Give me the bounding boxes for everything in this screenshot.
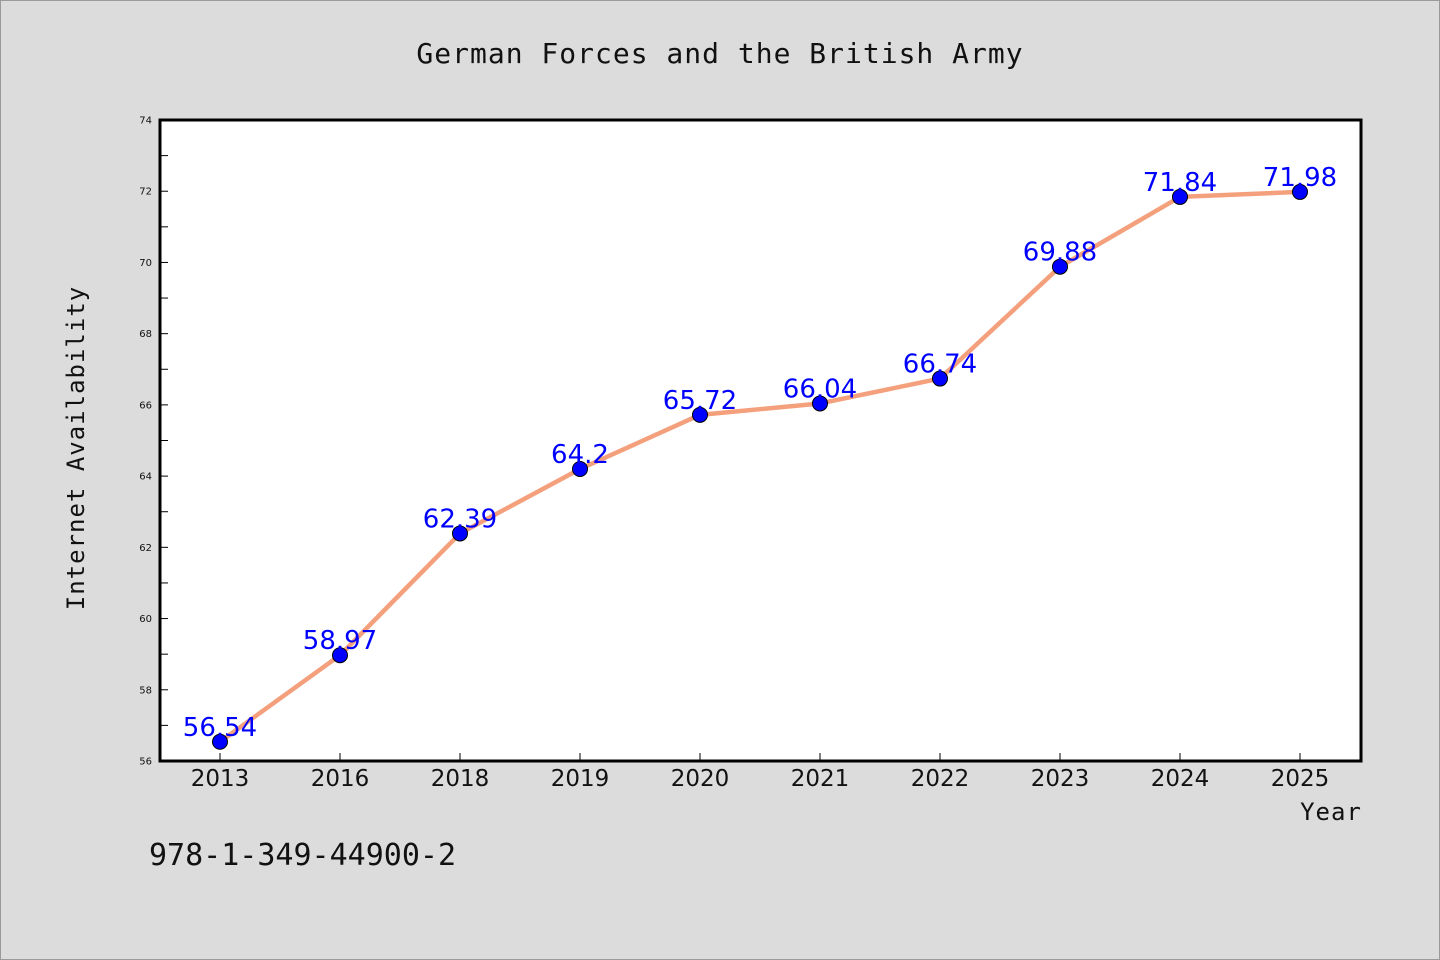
x-tick-label: 2021 [791,766,850,792]
data-label: 62.39 [423,504,497,534]
y-tick-label: 72 [139,187,152,198]
y-tick-label: 58 [139,685,152,696]
data-label: 56.54 [183,713,257,743]
y-axis-label: Internet Availability [62,286,90,610]
x-tick-label: 2023 [1031,766,1090,792]
plot-area [158,118,1363,763]
data-label: 58.97 [303,626,377,656]
chart-title: German Forces and the British Army [416,37,1023,70]
x-tick-label: 2022 [911,766,970,792]
x-tick-label: 2016 [311,766,370,792]
y-tick-label: 68 [139,329,152,340]
y-tick-label: 70 [139,258,152,269]
data-point [332,647,348,664]
y-axis: 56 58 60 62 64 66 68 70 72 74 [139,116,168,768]
x-tick-label: 2018 [431,766,490,792]
series-line [217,189,1303,745]
data-point [692,406,708,423]
x-tick-label: 2024 [1151,766,1210,792]
series-group [212,183,1308,750]
data-label: 66.04 [783,374,857,404]
data-point [812,395,828,412]
data-point [452,525,468,542]
data-label: 69.88 [1023,238,1097,268]
data-label: 71.98 [1263,163,1337,193]
data-point [932,370,948,387]
data-label: 71.84 [1143,168,1217,198]
y-tick-label: 62 [139,543,152,554]
data-point [1172,188,1188,205]
data-label: 64.2 [551,440,609,470]
x-tick-label: 2013 [191,766,250,792]
x-axis-label: Year [1300,798,1362,826]
y-tick-label: 74 [139,116,152,127]
data-point [572,460,588,477]
y-tick-label: 56 [139,757,152,768]
x-tick-label: 2025 [1271,766,1330,792]
y-tick-label: 60 [139,614,152,625]
data-point [1292,183,1308,200]
isbn-footer: 978-1-349-44900-2 [149,838,456,873]
x-axis: 2013 2016 2018 2019 2020 2021 2022 2023 2024 2025 [191,753,1330,792]
y-tick-label: 64 [139,472,152,483]
data-label: 66.74 [903,350,977,380]
data-label: 65.72 [663,386,737,416]
data-point [212,733,228,750]
y-tick-label: 66 [139,400,152,411]
data-labels: 56.54 58.97 62.39 64.2 65.72 66.04 66.74 69.88 7… [183,163,1337,743]
data-point [1052,258,1068,275]
x-tick-label: 2020 [671,766,730,792]
x-tick-label: 2019 [551,766,610,792]
